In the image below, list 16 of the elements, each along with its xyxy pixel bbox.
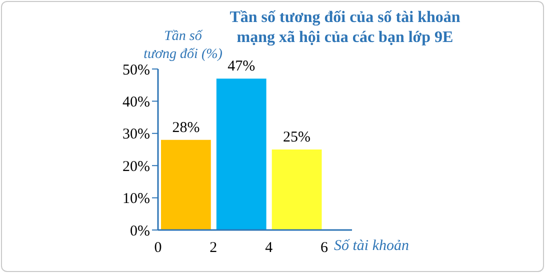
x-axis-title: Số tài khoản bbox=[334, 238, 409, 255]
y-tick-label: 20% bbox=[122, 158, 150, 175]
y-tick-label: 0% bbox=[130, 223, 150, 240]
y-tick-label: 10% bbox=[122, 191, 150, 208]
y-axis-title: Tần số tương đối (%) bbox=[144, 29, 222, 62]
x-tick-label: 0 bbox=[154, 240, 162, 256]
x-tick-label: 6 bbox=[320, 240, 329, 256]
y-tick-label: 30% bbox=[122, 126, 150, 143]
data-label: 47% bbox=[228, 58, 256, 75]
data-label: 28% bbox=[172, 120, 200, 136]
y-tick-label: 50% bbox=[122, 62, 150, 78]
y-tick-label: 40% bbox=[122, 94, 150, 111]
data-label: 25% bbox=[283, 130, 311, 146]
chart-title: Tần số tương đối của số tài khoản mạng xã hội của các bạn lớp 9E bbox=[230, 9, 460, 46]
x-tick-label: 4 bbox=[265, 240, 274, 256]
x-tick-label: 2 bbox=[210, 240, 218, 256]
